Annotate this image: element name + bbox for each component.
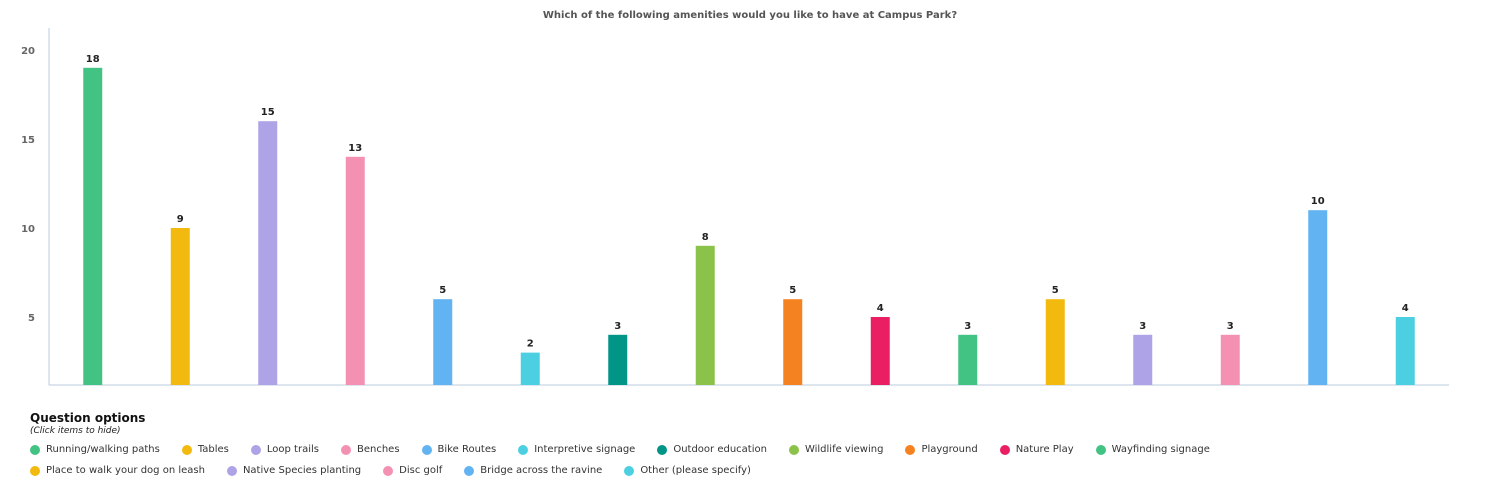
- data-label: 3: [1139, 321, 1146, 332]
- chart-title: Which of the following amenities would y…: [542, 10, 958, 21]
- y-tick-label: 10: [21, 224, 35, 235]
- data-label: 4: [1402, 303, 1409, 314]
- legend-item[interactable]: Outdoor education: [657, 442, 767, 457]
- legend-dot-icon: [624, 465, 635, 476]
- legend-dot-icon: [30, 444, 40, 455]
- data-label: 5: [439, 285, 446, 296]
- legend-item[interactable]: Place to walk your dog on leash: [30, 463, 205, 478]
- bar-running-walking-paths: [83, 67, 103, 386]
- y-tick-label: 15: [21, 135, 35, 146]
- data-label: 5: [1052, 285, 1059, 296]
- bar-native-species-planting: [1133, 334, 1153, 385]
- y-tick-label: 20: [21, 46, 35, 57]
- bar-outdoor-education: [608, 334, 628, 385]
- y-tick-label: 5: [28, 313, 35, 324]
- legend-item-label: Tables: [197, 444, 229, 455]
- legend: Question options (Click items to hide) R…: [30, 411, 1430, 478]
- bar-chart: 5 10 15 20 18 9 15 13 5 2 3 8 5 4 3 5 3 3 10 4: [21, 28, 1449, 386]
- data-label: 2: [527, 339, 534, 350]
- legend-item[interactable]: Bridge across the ravine: [464, 463, 602, 478]
- legend-item[interactable]: Disc golf: [383, 463, 442, 478]
- bar-wildlife-viewing: [695, 245, 715, 385]
- data-label: 15: [261, 107, 275, 118]
- data-label: 4: [877, 303, 884, 314]
- legend-item-label: Other (please specify): [640, 465, 751, 476]
- legend-item-label: Disc golf: [399, 465, 443, 476]
- legend-item[interactable]: Tables: [181, 442, 229, 457]
- legend-item-label: Bridge across the ravine: [480, 465, 603, 476]
- bar-interpretive-signage: [520, 352, 540, 385]
- legend-item-label: Wayfinding signage: [1111, 444, 1210, 455]
- bar-bike-routes: [433, 299, 453, 385]
- bar-other-please-specify-: [1395, 317, 1415, 385]
- legend-item-label: Wildlife viewing: [804, 444, 884, 455]
- data-label: 18: [86, 54, 100, 65]
- legend-item-label: Outdoor education: [673, 444, 767, 455]
- legend-dot-icon: [657, 444, 668, 455]
- legend-item[interactable]: Loop trails: [250, 442, 319, 457]
- legend-dot-icon: [30, 465, 40, 476]
- legend-dot-icon: [250, 444, 261, 455]
- legend-item-label: Place to walk your dog on leash: [46, 465, 205, 476]
- legend-dot-icon: [226, 465, 237, 476]
- bar-benches: [345, 156, 365, 385]
- legend-dot-icon: [999, 444, 1010, 455]
- bar-bridge-across-the-ravine: [1308, 210, 1328, 385]
- legend-item[interactable]: Wayfinding signage: [1095, 442, 1210, 457]
- bar-tables: [170, 228, 190, 385]
- legend-dot-icon: [383, 465, 394, 476]
- legend-item[interactable]: Interpretive signage: [518, 442, 635, 457]
- legend-dot-icon: [340, 444, 351, 455]
- legend-item-label: Benches: [356, 444, 400, 455]
- legend-item-label: Nature Play: [1015, 444, 1074, 455]
- data-label: 3: [1227, 321, 1234, 332]
- bar-playground: [783, 299, 803, 385]
- bar-wayfinding-signage: [958, 334, 978, 385]
- legend-item-label: Interpretive signage: [534, 444, 636, 455]
- legend-dot-icon: [905, 444, 916, 455]
- legend-item-label: Loop trails: [266, 444, 319, 455]
- legend-dot-icon: [788, 444, 799, 455]
- legend-dot-icon: [421, 444, 432, 455]
- legend-items: Running/walking paths Tables Loop trails Be…: [30, 442, 1390, 478]
- legend-item-label: Native Species planting: [242, 465, 362, 476]
- data-label: 9: [177, 214, 184, 225]
- data-label: 3: [964, 321, 971, 332]
- legend-item[interactable]: Native Species planting: [226, 463, 362, 478]
- legend-item[interactable]: Benches: [340, 442, 400, 457]
- legend-item-label: Playground: [921, 444, 978, 455]
- bar-disc-golf: [1220, 334, 1240, 385]
- bar-loop-trails: [258, 121, 278, 385]
- legend-item[interactable]: Bike Routes: [421, 442, 497, 457]
- legend-hint: (Click items to hide): [30, 426, 121, 436]
- legend-item-label: Running/walking paths: [46, 444, 160, 455]
- legend-item[interactable]: Wildlife viewing: [788, 442, 884, 457]
- data-label: 13: [348, 143, 362, 154]
- legend-item[interactable]: Other (please specify): [624, 463, 751, 478]
- legend-item[interactable]: Nature Play: [999, 442, 1074, 457]
- legend-dot-icon: [1095, 444, 1106, 455]
- bar-place-to-walk-your-dog-on-leash: [1045, 299, 1065, 385]
- legend-dot-icon: [181, 444, 192, 455]
- legend-item[interactable]: Playground: [905, 442, 978, 457]
- data-label: 10: [1311, 196, 1325, 207]
- data-label: 8: [702, 232, 709, 243]
- legend-dot-icon: [464, 465, 475, 476]
- legend-title: Question options: [30, 411, 146, 425]
- data-label: 3: [614, 321, 621, 332]
- bar-nature-play: [870, 317, 890, 385]
- data-label: 5: [789, 285, 796, 296]
- legend-dot-icon: [518, 444, 529, 455]
- legend-item[interactable]: Running/walking paths: [30, 442, 160, 457]
- legend-item-label: Bike Routes: [437, 444, 497, 455]
